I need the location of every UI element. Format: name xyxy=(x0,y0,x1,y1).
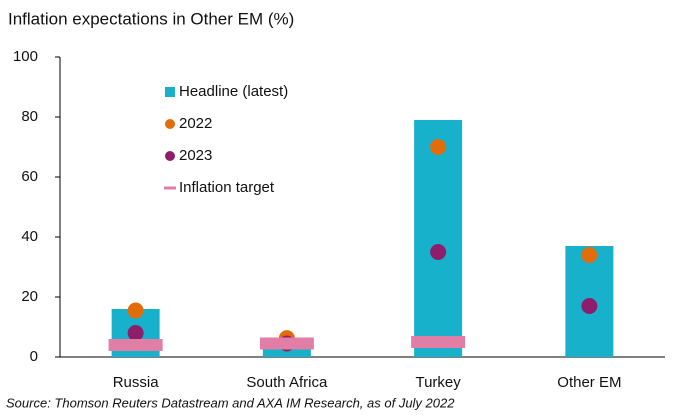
legend-label: 2023 xyxy=(179,147,212,164)
y-tick-label: 60 xyxy=(21,168,38,185)
bar xyxy=(414,120,463,357)
source-note: Source: Thomson Reuters Datastream and A… xyxy=(6,395,455,410)
y-tick-label: 20 xyxy=(21,288,38,305)
legend-swatch xyxy=(165,119,175,129)
dot xyxy=(127,302,144,319)
y-tick-label: 0 xyxy=(30,348,38,365)
y-tick-label: 80 xyxy=(21,108,38,125)
x-tick-label: South Africa xyxy=(246,374,328,391)
target-dash xyxy=(259,337,314,350)
legend-label: Inflation target xyxy=(179,179,275,196)
dot xyxy=(430,139,447,155)
y-tick-label: 40 xyxy=(21,228,38,245)
legend-label: Headline (latest) xyxy=(179,83,288,100)
dot xyxy=(581,247,598,263)
legend-label: 2022 xyxy=(179,115,212,132)
dot xyxy=(430,244,447,260)
y-tick-label: 100 xyxy=(13,48,38,65)
legend-swatch xyxy=(165,87,175,97)
legend-swatch xyxy=(165,151,175,161)
x-tick-label: Other EM xyxy=(557,374,621,391)
dot xyxy=(127,325,144,341)
chart-title: Inflation expectations in Other EM (%) xyxy=(8,9,294,28)
x-tick-label: Russia xyxy=(113,374,160,391)
x-tick-label: Turkey xyxy=(415,374,461,391)
dot xyxy=(581,298,598,314)
target-dash xyxy=(411,336,466,348)
legend-swatch xyxy=(164,186,176,190)
target-dash xyxy=(108,339,163,351)
